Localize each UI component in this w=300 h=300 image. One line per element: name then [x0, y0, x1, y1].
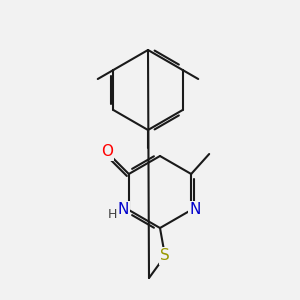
Text: O: O: [101, 145, 113, 160]
Text: N: N: [117, 202, 128, 217]
Text: S: S: [160, 248, 170, 263]
Text: H: H: [108, 208, 118, 221]
Text: N: N: [190, 202, 201, 217]
